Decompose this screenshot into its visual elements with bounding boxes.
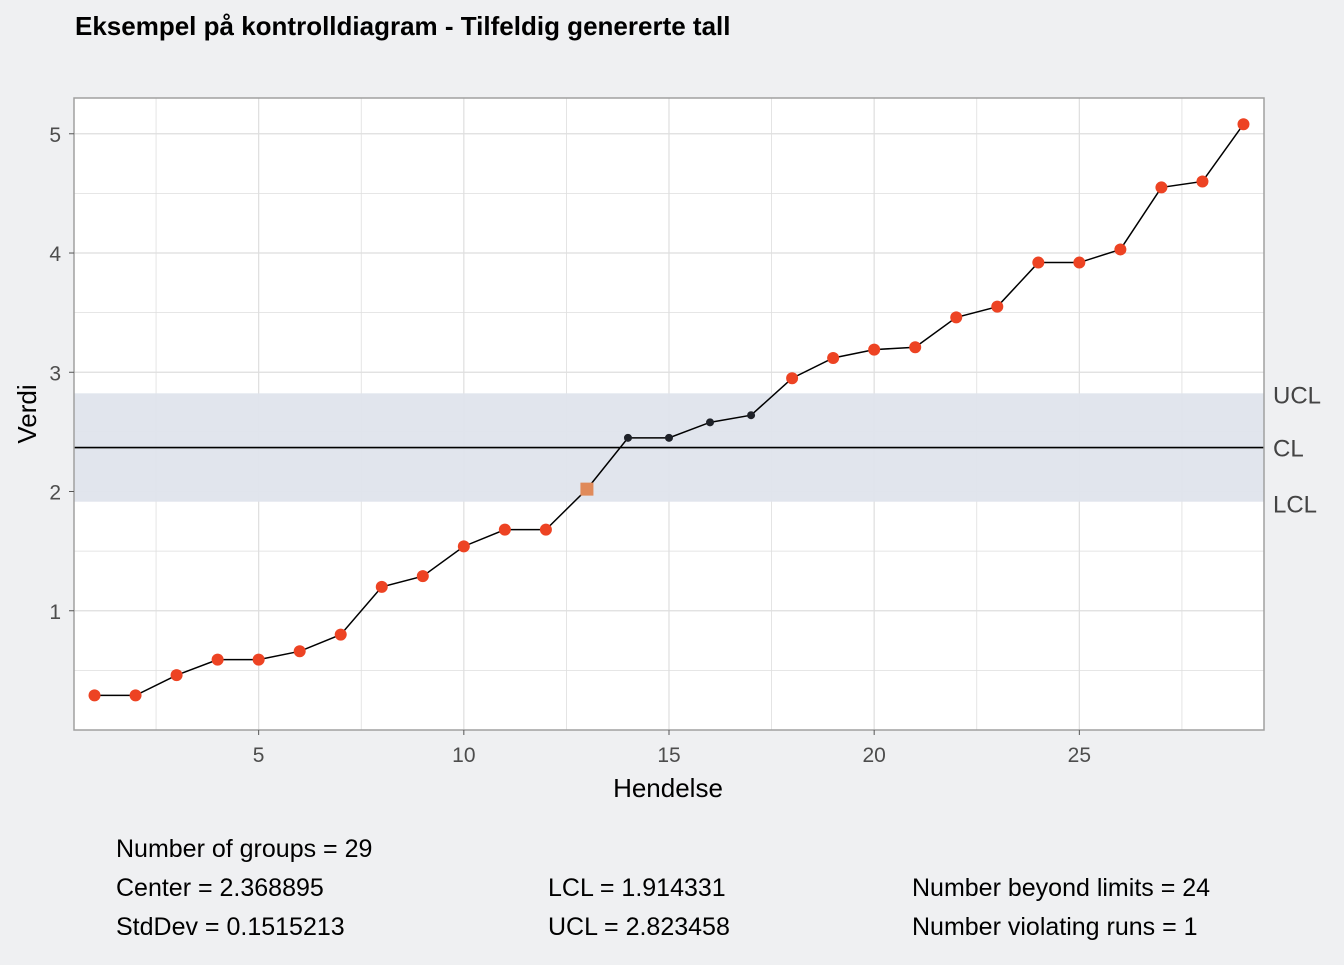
data-point-violating-run (580, 482, 594, 496)
stats-summary: Number of groups = 29 Center = 2.368895 … (116, 835, 1210, 941)
data-point-beyond-limits (1114, 243, 1127, 256)
data-point-beyond-limits (868, 343, 881, 356)
cl-label: CL (1273, 436, 1304, 463)
plot-panel (73, 97, 1265, 731)
stat-stddev: StdDev = 0.1515213 (116, 913, 345, 941)
x-tick-label: 25 (1068, 744, 1091, 767)
x-axis-ticks: 5 10 15 20 25 (253, 730, 1091, 767)
data-point-beyond-limits (334, 628, 347, 641)
data-point-beyond-limits (252, 653, 265, 666)
y-tick-label: 2 (49, 482, 61, 505)
data-point-beyond-limits (909, 341, 922, 354)
data-point (665, 433, 673, 442)
data-point-beyond-limits (1032, 256, 1045, 269)
stat-ucl: UCL = 2.823458 (548, 913, 730, 941)
data-point-beyond-limits (88, 689, 101, 702)
data-point (706, 418, 715, 427)
y-tick-label: 3 (49, 362, 61, 385)
data-point-beyond-limits (786, 372, 799, 385)
x-tick-label: 15 (657, 744, 680, 767)
data-point-beyond-limits (170, 669, 183, 682)
chart-title: Eksempel på kontrolldiagram - Tilfeldig … (75, 11, 730, 41)
data-point-beyond-limits (129, 689, 142, 702)
x-axis-label: Hendelse (613, 773, 723, 803)
data-point-beyond-limits (498, 523, 511, 536)
stat-lcl: LCL = 1.914331 (548, 874, 726, 902)
data-point-beyond-limits (416, 570, 429, 583)
y-axis-ticks: 1 2 3 4 5 (49, 124, 74, 624)
ucl-label: UCL (1273, 382, 1321, 409)
stat-center: Center = 2.368895 (116, 874, 324, 902)
data-points (88, 118, 1250, 702)
data-point-beyond-limits (1155, 181, 1168, 194)
y-tick-label: 5 (49, 124, 61, 147)
limit-labels: UCL CL LCL (1273, 382, 1321, 518)
data-point (623, 433, 632, 442)
data-point-beyond-limits (539, 523, 552, 536)
data-point-beyond-limits (1196, 175, 1209, 188)
x-tick-label: 10 (452, 744, 475, 767)
data-point-beyond-limits (457, 540, 470, 553)
data-point-beyond-limits (1237, 118, 1250, 131)
data-point-beyond-limits (293, 645, 306, 658)
data-point-beyond-limits (1073, 256, 1086, 269)
data-point-beyond-limits (211, 653, 224, 666)
stat-violating-runs: Number violating runs = 1 (912, 913, 1198, 941)
y-tick-label: 4 (49, 243, 61, 266)
data-point-beyond-limits (991, 300, 1004, 313)
lcl-label: LCL (1273, 492, 1317, 519)
x-tick-label: 5 (253, 744, 265, 767)
data-point-beyond-limits (827, 351, 840, 364)
stat-beyond-limits: Number beyond limits = 24 (912, 874, 1210, 902)
x-tick-label: 20 (862, 744, 885, 767)
stat-groups: Number of groups = 29 (116, 835, 372, 863)
data-point-beyond-limits (375, 580, 388, 593)
y-axis-label: Verdi (12, 384, 42, 443)
data-point-beyond-limits (950, 311, 963, 324)
y-tick-label: 1 (49, 601, 61, 624)
data-point (747, 411, 756, 420)
